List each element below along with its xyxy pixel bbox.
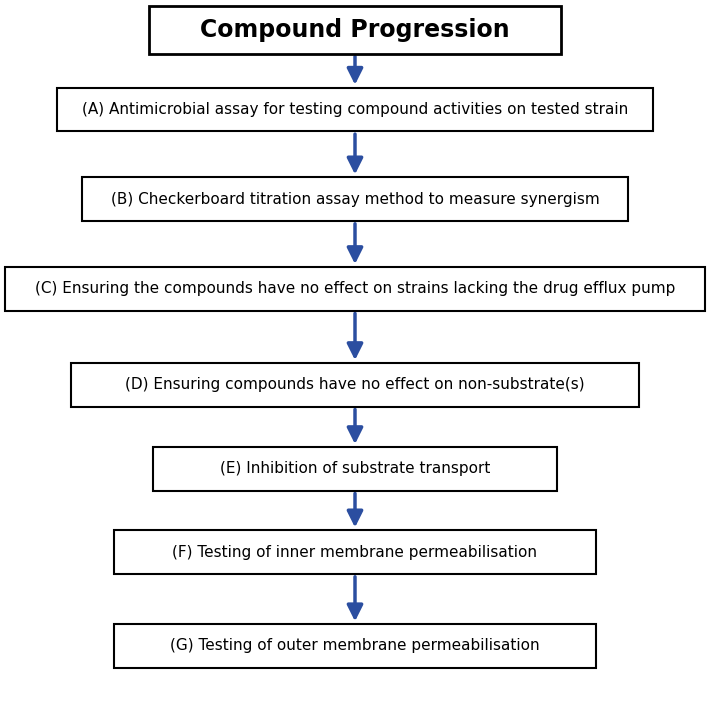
Text: (B) Checkerboard titration assay method to measure synergism: (B) Checkerboard titration assay method …	[111, 191, 599, 207]
FancyBboxPatch shape	[114, 530, 596, 574]
FancyBboxPatch shape	[153, 447, 557, 491]
FancyBboxPatch shape	[6, 267, 704, 311]
FancyBboxPatch shape	[57, 88, 653, 131]
Text: (F) Testing of inner membrane permeabilisation: (F) Testing of inner membrane permeabili…	[173, 544, 537, 560]
Text: (D) Ensuring compounds have no effect on non-substrate(s): (D) Ensuring compounds have no effect on…	[125, 377, 585, 393]
Text: Compound Progression: Compound Progression	[200, 18, 510, 42]
Text: (G) Testing of outer membrane permeabilisation: (G) Testing of outer membrane permeabili…	[170, 638, 540, 654]
FancyBboxPatch shape	[82, 177, 628, 221]
Text: (A) Antimicrobial assay for testing compound activities on tested strain: (A) Antimicrobial assay for testing comp…	[82, 102, 628, 117]
FancyBboxPatch shape	[114, 624, 596, 668]
Text: (C) Ensuring the compounds have no effect on strains lacking the drug efflux pum: (C) Ensuring the compounds have no effec…	[35, 281, 675, 297]
FancyBboxPatch shape	[71, 363, 639, 407]
Text: (E) Inhibition of substrate transport: (E) Inhibition of substrate transport	[220, 461, 490, 477]
FancyBboxPatch shape	[149, 6, 561, 54]
